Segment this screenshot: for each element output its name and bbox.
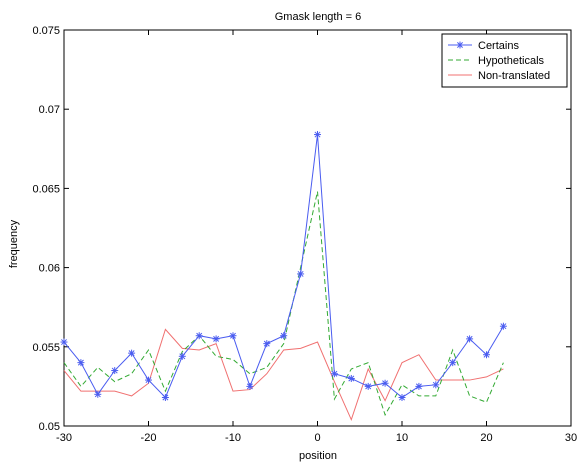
series-layer	[60, 131, 507, 422]
series-line-hypotheticals	[63, 191, 504, 417]
data-point-certains	[246, 382, 254, 390]
data-point-certains	[145, 376, 152, 384]
data-point-certains	[212, 335, 220, 343]
x-tick-label: 30	[565, 432, 577, 444]
data-point-certains	[314, 131, 321, 139]
legend-label-certains: Certains	[478, 40, 519, 52]
x-tick-label: 0	[314, 432, 320, 444]
y-tick-label: 0.06	[39, 263, 60, 275]
y-axis-label: frequency	[8, 219, 20, 268]
data-point-certains	[263, 340, 271, 348]
y-tick-label: 0.055	[32, 342, 60, 354]
data-point-certains	[229, 332, 237, 340]
y-tick-label: 0.075	[32, 25, 60, 37]
data-point-certains	[398, 393, 406, 401]
x-tick-label: 10	[396, 432, 408, 444]
data-point-certains	[364, 382, 372, 390]
data-point-certains	[178, 352, 186, 360]
data-point-certains	[330, 370, 338, 378]
data-point-certains	[94, 390, 102, 398]
data-point-certains	[111, 367, 119, 375]
data-point-certains	[77, 359, 85, 367]
data-point-certains	[195, 332, 203, 340]
data-point-certains	[297, 270, 305, 278]
legend-label-non-translated: Non-translated	[478, 70, 550, 82]
x-tick-label: -20	[141, 432, 157, 444]
plot-area	[63, 29, 572, 427]
y-tick-label: 0.07	[39, 104, 60, 116]
legend-label-hypotheticals: Hypotheticals	[478, 55, 545, 67]
data-point-certains	[381, 379, 389, 387]
series-line-non-translated	[63, 328, 504, 422]
data-point-certains	[128, 349, 136, 357]
data-point-certains	[499, 322, 507, 330]
chart-title: Gmask length = 6	[275, 11, 362, 23]
data-point-certains	[483, 351, 490, 359]
x-axis: -30 -20 -10 0 10 20 30	[56, 30, 577, 444]
data-point-certains	[449, 359, 457, 367]
legend: Certains Hypotheticals Non-translated	[441, 33, 568, 88]
y-axis: 0.05 0.055 0.06 0.065 0.07 0.075	[32, 25, 571, 433]
plot-frame	[63, 29, 572, 427]
data-point-certains	[60, 338, 68, 346]
data-point-certains	[161, 393, 169, 401]
x-tick-label: -30	[56, 432, 72, 444]
data-point-certains	[347, 374, 355, 382]
y-tick-label: 0.065	[32, 183, 60, 195]
legend-marker-certains	[456, 41, 464, 49]
data-point-certains	[280, 332, 288, 340]
data-point-certains	[466, 335, 474, 343]
y-tick-label: 0.05	[39, 421, 60, 433]
x-tick-label: 20	[480, 432, 492, 444]
x-axis-label: position	[299, 450, 337, 462]
x-tick-label: -10	[225, 432, 241, 444]
data-point-certains	[415, 382, 423, 390]
data-point-certains	[432, 381, 440, 389]
